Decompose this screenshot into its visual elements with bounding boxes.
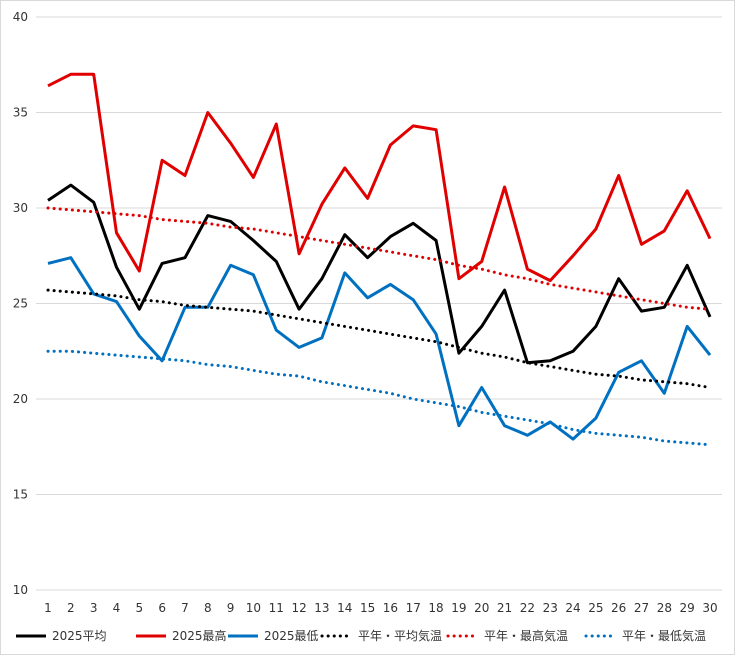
legend: 2025平均 2025最高 2025最低 平年・平均気温 平年・最高気温 平年・最低気温 [16,628,706,643]
x-tick-label: 19 [451,601,466,615]
x-tick-label: 25 [588,601,603,615]
x-tick-label: 29 [680,601,695,615]
x-tick-label: 21 [497,601,512,615]
x-tick-label: 11 [269,601,284,615]
legend-label-1: 2025平均 [52,629,107,643]
x-tick-label: 20 [474,601,489,615]
x-tick-label: 10 [246,601,261,615]
x-tick-label: 26 [611,601,626,615]
y-tick-label: 35 [13,106,28,120]
x-tick-label: 12 [291,601,306,615]
grid-lines [36,16,722,591]
x-tick-label: 24 [565,601,580,615]
x-tick-label: 18 [428,601,443,615]
x-tick-label: 4 [113,601,121,615]
x-tick-label: 16 [383,601,398,615]
legend-label-6: 平年・最低気温 [622,628,706,643]
x-axis-tick-labels: 1 2 3 4 5 6 7 8 9 10 11 12 13 14 15 16 17 18 19 20 21 22 23 24 2… [44,601,717,615]
legend-label-2: 2025最高 [172,628,227,643]
x-tick-label: 23 [543,601,558,615]
series-line-1 [47,183,712,365]
legend-label-3: 2025最低 [264,629,319,643]
x-tick-label: 14 [337,601,352,615]
x-tick-label: 22 [520,601,535,615]
x-tick-label: 7 [181,601,189,615]
legend-label-5: 平年・最高気温 [484,628,568,643]
series-line-5 [46,206,712,311]
x-tick-label: 5 [135,601,143,615]
x-tick-label: 8 [204,601,212,615]
y-tick-label: 40 [13,10,28,24]
y-axis-tick-labels: 10 15 20 25 30 35 40 [13,10,28,597]
x-tick-label: 3 [90,601,98,615]
x-tick-label: 15 [360,601,375,615]
x-tick-label: 6 [158,601,166,615]
y-tick-label: 20 [13,392,28,406]
x-tick-label: 9 [227,601,235,615]
x-tick-label: 27 [634,601,649,615]
x-tick-label: 13 [314,601,329,615]
x-tick-label: 2 [67,601,75,615]
series-lines [46,72,712,447]
x-tick-label: 17 [406,601,421,615]
y-tick-label: 10 [13,583,28,597]
series-line-6 [46,349,712,447]
legend-label-4: 平年・平均気温 [358,628,442,643]
x-tick-label: 1 [44,601,52,615]
series-line-2 [47,72,712,283]
x-tick-label: 28 [657,601,672,615]
series-line-4 [46,288,712,389]
y-tick-label: 30 [13,201,28,215]
x-tick-label: 30 [702,601,717,615]
series-line-3 [47,256,712,441]
y-tick-label: 15 [13,488,28,502]
y-tick-label: 25 [13,297,28,311]
